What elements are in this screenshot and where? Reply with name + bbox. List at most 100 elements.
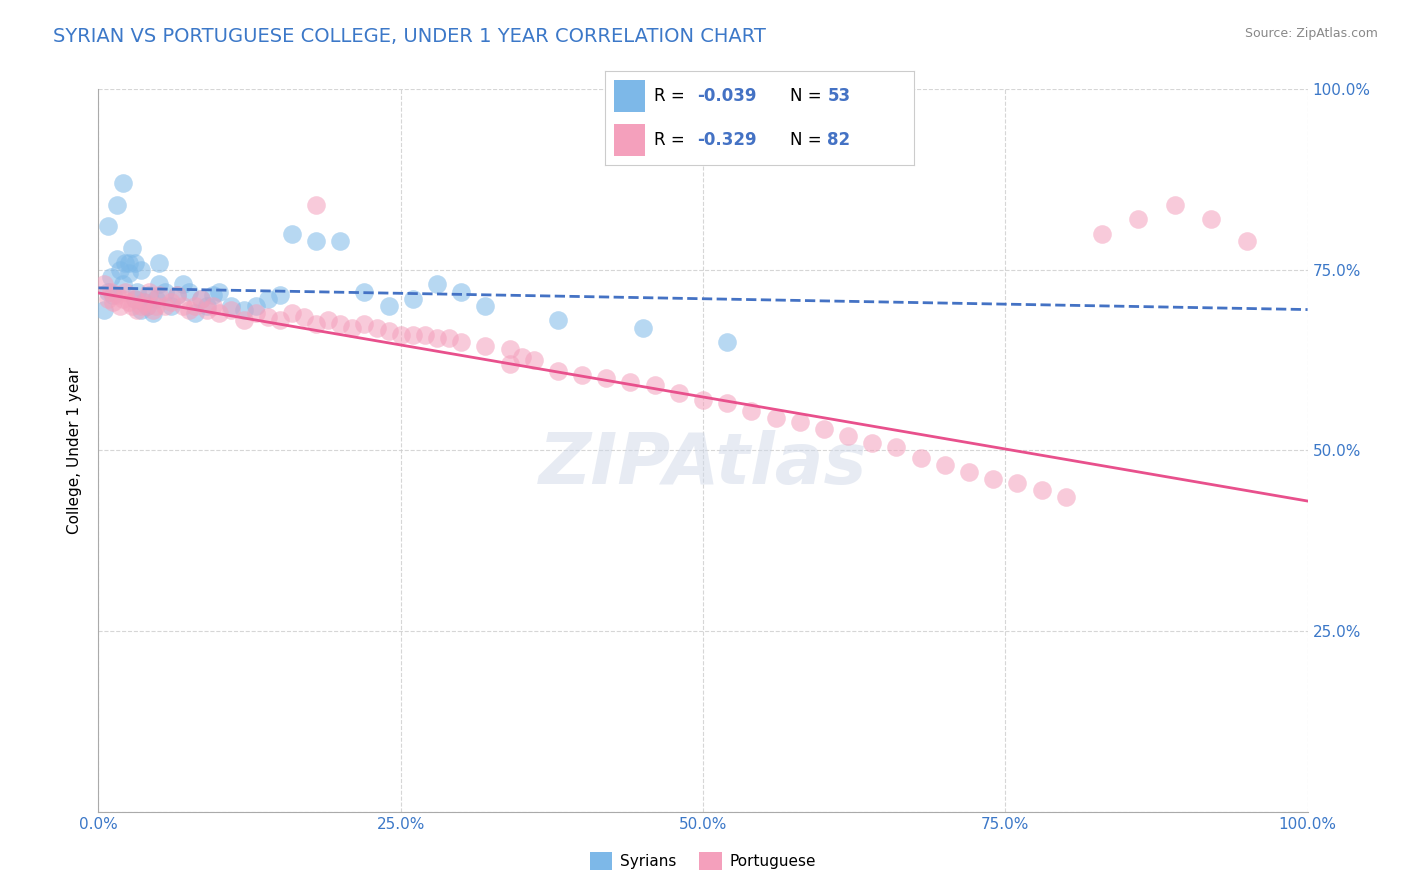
Text: ZIPAtlas: ZIPAtlas [538,431,868,500]
Point [232,313,254,327]
Point [668,385,690,400]
Point [1007,475,1029,490]
Point [108,299,131,313]
Point [281,227,304,241]
Point [134,295,156,310]
Point [413,327,436,342]
Point [366,320,388,334]
Point [124,255,146,269]
Point [179,285,201,299]
Point [910,450,932,465]
Point [426,331,449,345]
Point [245,306,267,320]
Point [1091,227,1114,241]
Point [631,320,654,334]
Point [281,306,304,320]
Point [450,334,472,349]
Point [886,440,908,454]
Point [1031,483,1053,498]
Point [1128,212,1150,227]
Point [1236,234,1258,248]
Point [124,292,146,306]
Point [547,313,569,327]
Point [190,292,212,306]
Point [474,299,496,313]
Point [148,288,170,302]
Point [142,302,165,317]
Point [329,317,352,331]
Point [127,285,149,299]
Point [184,306,207,320]
Point [129,299,152,313]
Point [129,262,152,277]
Point [305,198,328,212]
Point [142,306,165,320]
Point [245,299,267,313]
Text: R =: R = [654,87,690,104]
Point [329,234,352,248]
Point [571,368,593,382]
Point [474,339,496,353]
FancyBboxPatch shape [614,124,645,156]
Point [134,295,156,310]
Point [353,317,375,331]
Point [145,299,167,313]
Point [172,277,194,292]
Point [644,378,666,392]
Text: N =: N = [790,131,827,149]
Point [813,422,835,436]
Point [269,288,291,302]
Point [208,306,231,320]
Point [101,288,124,302]
Point [269,313,291,327]
Point [437,331,460,345]
Point [148,277,170,292]
Point [547,364,569,378]
Point [97,292,120,306]
Point [426,277,449,292]
Point [957,465,980,479]
Point [934,458,956,472]
Point [523,353,546,368]
Point [221,299,243,313]
Point [1163,198,1185,212]
Point [221,302,243,317]
Point [101,295,124,310]
Point [498,343,520,357]
Point [118,267,141,281]
Point [498,357,520,371]
Point [716,396,738,410]
Point [97,219,120,234]
Text: 53: 53 [827,87,851,104]
Point [292,310,315,324]
Point [389,327,412,342]
Point [121,299,143,313]
Point [716,334,738,349]
Point [111,292,134,306]
Point [124,292,146,306]
Point [305,317,328,331]
Point [93,302,115,317]
Text: SYRIAN VS PORTUGUESE COLLEGE, UNDER 1 YEAR CORRELATION CHART: SYRIAN VS PORTUGUESE COLLEGE, UNDER 1 YE… [53,27,766,45]
Point [202,288,225,302]
Point [138,285,160,299]
Point [837,429,859,443]
Point [595,371,617,385]
Point [202,299,225,313]
Point [208,285,231,299]
Point [105,288,128,302]
Point [860,436,883,450]
Text: Source: ZipAtlas.com: Source: ZipAtlas.com [1244,27,1378,40]
Point [195,299,218,313]
Point [138,288,160,302]
Point [402,292,425,306]
Point [118,255,141,269]
Point [402,327,425,342]
Text: N =: N = [790,87,827,104]
Point [342,320,364,334]
Point [97,285,120,299]
Point [135,299,157,313]
Point [377,299,399,313]
Point [510,350,533,364]
Point [135,299,157,313]
